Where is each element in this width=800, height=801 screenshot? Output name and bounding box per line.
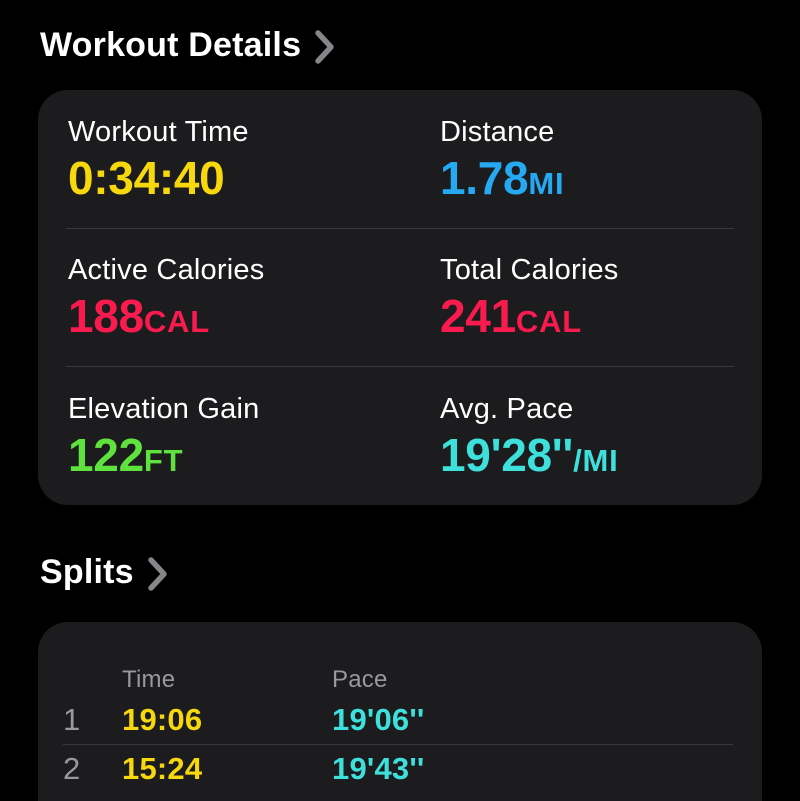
metric-label: Workout Time <box>68 115 249 148</box>
metric-row: Workout Time 0:34:40 Distance 1.78MI <box>38 90 762 228</box>
metric-value: 0:34:40 <box>68 151 225 204</box>
metric-distance: Distance 1.78MI <box>440 116 762 202</box>
split-pace: 19'43'' <box>332 751 425 786</box>
splits-header[interactable]: Splits <box>40 553 168 592</box>
metric-elevation-gain: Elevation Gain 122FT <box>68 393 440 479</box>
metric-active-calories: Active Calories 188CAL <box>68 254 440 340</box>
metric-avg-pace: Avg. Pace 19'28''/MI <box>440 393 762 479</box>
workout-details-header[interactable]: Workout Details <box>40 26 335 65</box>
column-header-pace: Pace <box>332 666 388 693</box>
metric-workout-time: Workout Time 0:34:40 <box>68 116 440 202</box>
splits-card: Time Pace 1 19:06 19'06'' 2 15:24 19'43'… <box>38 622 762 801</box>
divider <box>66 366 734 368</box>
split-row: 1 19:06 19'06'' <box>63 696 734 744</box>
divider <box>63 744 733 745</box>
split-index: 2 <box>63 751 81 786</box>
split-index: 1 <box>63 702 81 737</box>
split-time: 19:06 <box>122 702 203 737</box>
metric-label: Distance <box>440 115 555 148</box>
workout-details-card: Workout Time 0:34:40 Distance 1.78MI Act… <box>38 90 762 505</box>
metric-label: Active Calories <box>68 254 265 287</box>
divider <box>66 227 734 229</box>
split-row: 2 15:24 19'43'' <box>63 745 734 793</box>
metric-value: 1.78MI <box>440 151 565 204</box>
split-time: 15:24 <box>122 751 203 786</box>
splits-table: Time Pace 1 19:06 19'06'' 2 15:24 19'43'… <box>38 622 762 793</box>
metric-label: Avg. Pace <box>440 393 574 426</box>
metric-label: Elevation Gain <box>68 393 260 426</box>
metric-value: 188CAL <box>68 290 210 343</box>
splits-table-header: Time Pace <box>63 664 734 696</box>
chevron-right-icon <box>147 556 168 592</box>
metric-value: 19'28''/MI <box>440 429 619 482</box>
splits-title: Splits <box>40 552 134 591</box>
chevron-right-icon <box>314 29 335 65</box>
metric-value: 122FT <box>68 429 184 482</box>
metric-value: 241CAL <box>440 290 582 343</box>
metric-row: Elevation Gain 122FT Avg. Pace 19'28''/M… <box>38 367 762 505</box>
workout-details-title: Workout Details <box>40 25 302 64</box>
column-header-time: Time <box>122 666 176 693</box>
metric-row: Active Calories 188CAL Total Calories 24… <box>38 229 762 367</box>
metric-total-calories: Total Calories 241CAL <box>440 254 762 340</box>
metric-label: Total Calories <box>440 254 619 287</box>
split-pace: 19'06'' <box>332 702 425 737</box>
